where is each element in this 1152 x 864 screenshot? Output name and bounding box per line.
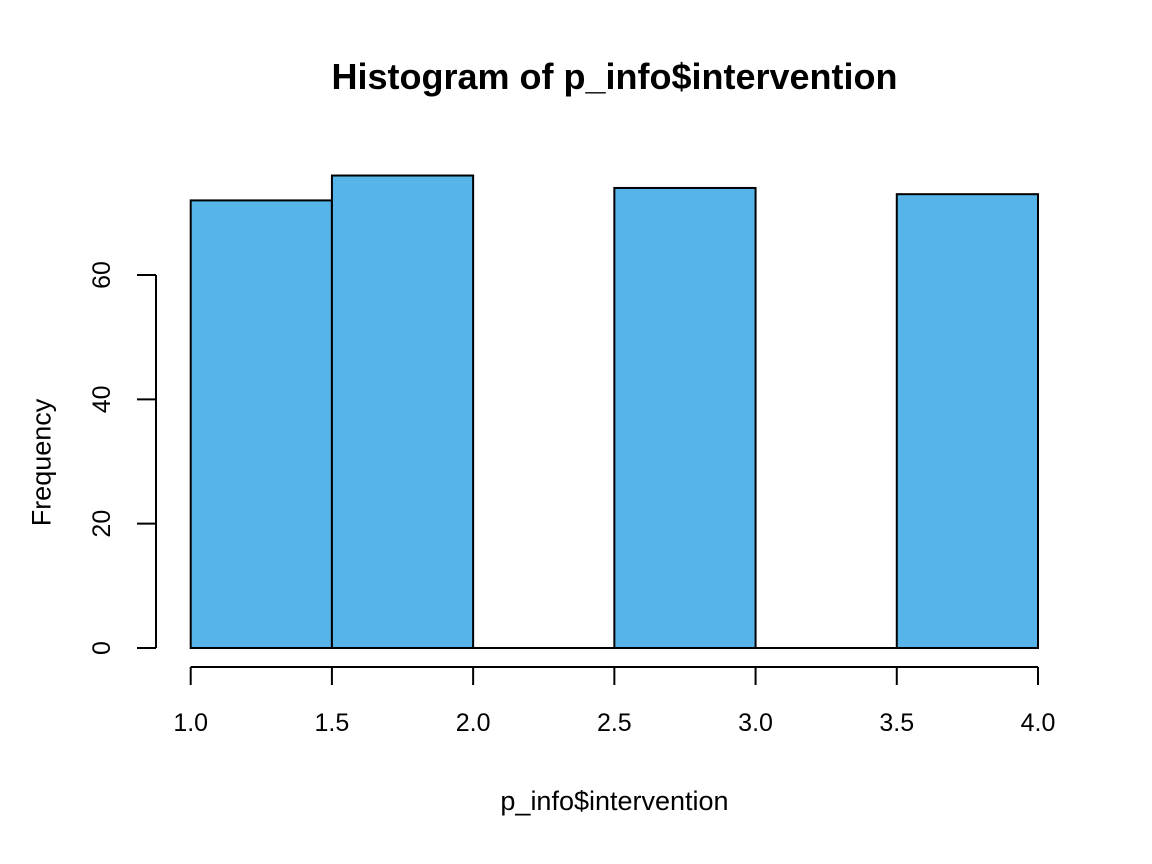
x-tick-label: 2.5: [597, 709, 632, 737]
x-tick-label: 2.0: [456, 709, 491, 737]
histogram-bar: [330, 174, 475, 650]
x-tick-label: 3.0: [738, 709, 773, 737]
x-tick-label: 3.5: [879, 709, 914, 737]
chart-title: Histogram of p_info$intervention: [331, 56, 898, 97]
y-tick-label: 20: [88, 510, 116, 538]
y-tick-label: 0: [88, 641, 116, 655]
y-tick-label: 60: [88, 261, 116, 289]
x-tick-label: 1.0: [173, 709, 208, 737]
histogram-bar: [613, 186, 757, 649]
x-tick-label: 4.0: [1021, 709, 1056, 737]
histogram-bar: [189, 199, 333, 649]
x-axis-title: p_info$intervention: [500, 786, 729, 816]
y-tick-label: 40: [88, 385, 116, 413]
x-tick-label: 1.5: [315, 709, 350, 737]
histogram-bar: [895, 193, 1039, 650]
